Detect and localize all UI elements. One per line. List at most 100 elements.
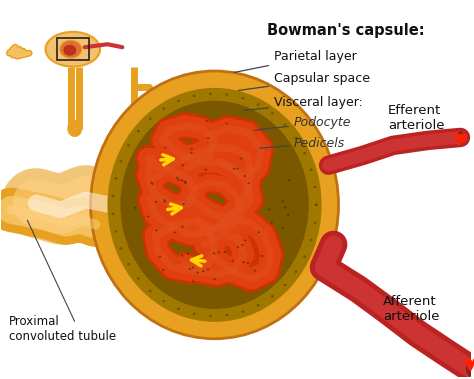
Ellipse shape (91, 71, 338, 339)
Ellipse shape (108, 88, 322, 322)
Ellipse shape (294, 270, 297, 273)
Ellipse shape (182, 203, 185, 205)
Ellipse shape (303, 152, 306, 155)
Ellipse shape (283, 124, 286, 126)
Ellipse shape (147, 216, 149, 218)
Ellipse shape (120, 101, 309, 309)
Ellipse shape (225, 314, 228, 316)
Ellipse shape (271, 112, 274, 114)
Ellipse shape (114, 230, 117, 233)
Ellipse shape (193, 95, 196, 97)
Ellipse shape (246, 262, 249, 264)
Ellipse shape (287, 214, 290, 216)
Ellipse shape (162, 107, 165, 110)
Ellipse shape (244, 175, 246, 177)
Ellipse shape (310, 239, 312, 241)
Ellipse shape (254, 269, 256, 272)
Ellipse shape (162, 300, 165, 302)
Ellipse shape (218, 251, 220, 253)
Ellipse shape (151, 183, 154, 185)
Ellipse shape (174, 231, 176, 233)
Ellipse shape (192, 280, 194, 282)
Ellipse shape (187, 253, 189, 255)
Ellipse shape (466, 360, 474, 376)
Ellipse shape (268, 208, 270, 210)
Text: Parietal layer: Parietal layer (234, 50, 357, 72)
Ellipse shape (284, 206, 286, 208)
Text: Capsular space: Capsular space (238, 72, 370, 91)
Ellipse shape (225, 93, 228, 96)
Ellipse shape (247, 182, 250, 184)
Bar (57, 38, 89, 60)
Ellipse shape (310, 168, 312, 171)
Ellipse shape (164, 146, 167, 149)
Ellipse shape (137, 277, 140, 280)
Ellipse shape (244, 240, 246, 241)
Text: Podocyte: Podocyte (254, 116, 351, 130)
Ellipse shape (164, 201, 166, 203)
Ellipse shape (159, 256, 161, 258)
Text: Afferent
arteriole: Afferent arteriole (383, 295, 439, 323)
Ellipse shape (242, 261, 245, 263)
Ellipse shape (155, 229, 158, 232)
Ellipse shape (202, 270, 205, 272)
Ellipse shape (177, 307, 180, 310)
Ellipse shape (257, 103, 260, 106)
Text: Bowman's capsule:: Bowman's capsule: (267, 23, 425, 38)
Ellipse shape (191, 148, 193, 150)
Ellipse shape (193, 313, 196, 315)
Ellipse shape (184, 180, 186, 183)
Ellipse shape (134, 207, 137, 209)
Ellipse shape (196, 272, 199, 274)
Ellipse shape (127, 144, 130, 147)
Ellipse shape (64, 45, 76, 55)
Ellipse shape (164, 199, 166, 201)
Ellipse shape (204, 169, 207, 171)
Ellipse shape (270, 222, 273, 224)
Ellipse shape (181, 180, 183, 182)
Ellipse shape (176, 177, 178, 179)
Ellipse shape (46, 32, 100, 67)
Ellipse shape (231, 260, 234, 262)
Text: Efferent
arteriole: Efferent arteriole (388, 103, 445, 132)
Ellipse shape (162, 269, 164, 271)
Ellipse shape (241, 244, 244, 246)
Ellipse shape (190, 152, 192, 154)
Ellipse shape (181, 255, 183, 257)
Ellipse shape (119, 160, 122, 163)
Ellipse shape (207, 268, 209, 271)
Ellipse shape (241, 310, 245, 313)
Ellipse shape (189, 268, 191, 270)
Ellipse shape (257, 304, 260, 307)
Ellipse shape (112, 195, 115, 197)
Ellipse shape (127, 263, 130, 266)
Ellipse shape (213, 252, 215, 254)
Ellipse shape (177, 100, 180, 102)
Ellipse shape (224, 251, 226, 253)
Ellipse shape (177, 179, 180, 181)
Ellipse shape (149, 290, 152, 292)
Ellipse shape (294, 137, 297, 139)
Ellipse shape (182, 164, 184, 166)
Ellipse shape (282, 200, 284, 202)
Ellipse shape (119, 247, 122, 250)
Ellipse shape (271, 295, 274, 298)
Ellipse shape (165, 160, 168, 161)
Ellipse shape (209, 315, 212, 317)
Ellipse shape (192, 266, 194, 268)
Ellipse shape (181, 226, 183, 228)
Text: Visceral layer:: Visceral layer: (244, 96, 363, 110)
Ellipse shape (283, 284, 286, 286)
Ellipse shape (315, 204, 318, 206)
Ellipse shape (241, 97, 245, 99)
Ellipse shape (282, 227, 284, 229)
Ellipse shape (155, 201, 157, 203)
Ellipse shape (137, 130, 140, 132)
Ellipse shape (313, 221, 317, 224)
Ellipse shape (313, 186, 317, 188)
Text: Pedicels: Pedicels (260, 137, 345, 150)
Ellipse shape (240, 158, 242, 160)
Ellipse shape (150, 182, 153, 183)
Ellipse shape (149, 117, 152, 120)
Ellipse shape (303, 255, 306, 258)
